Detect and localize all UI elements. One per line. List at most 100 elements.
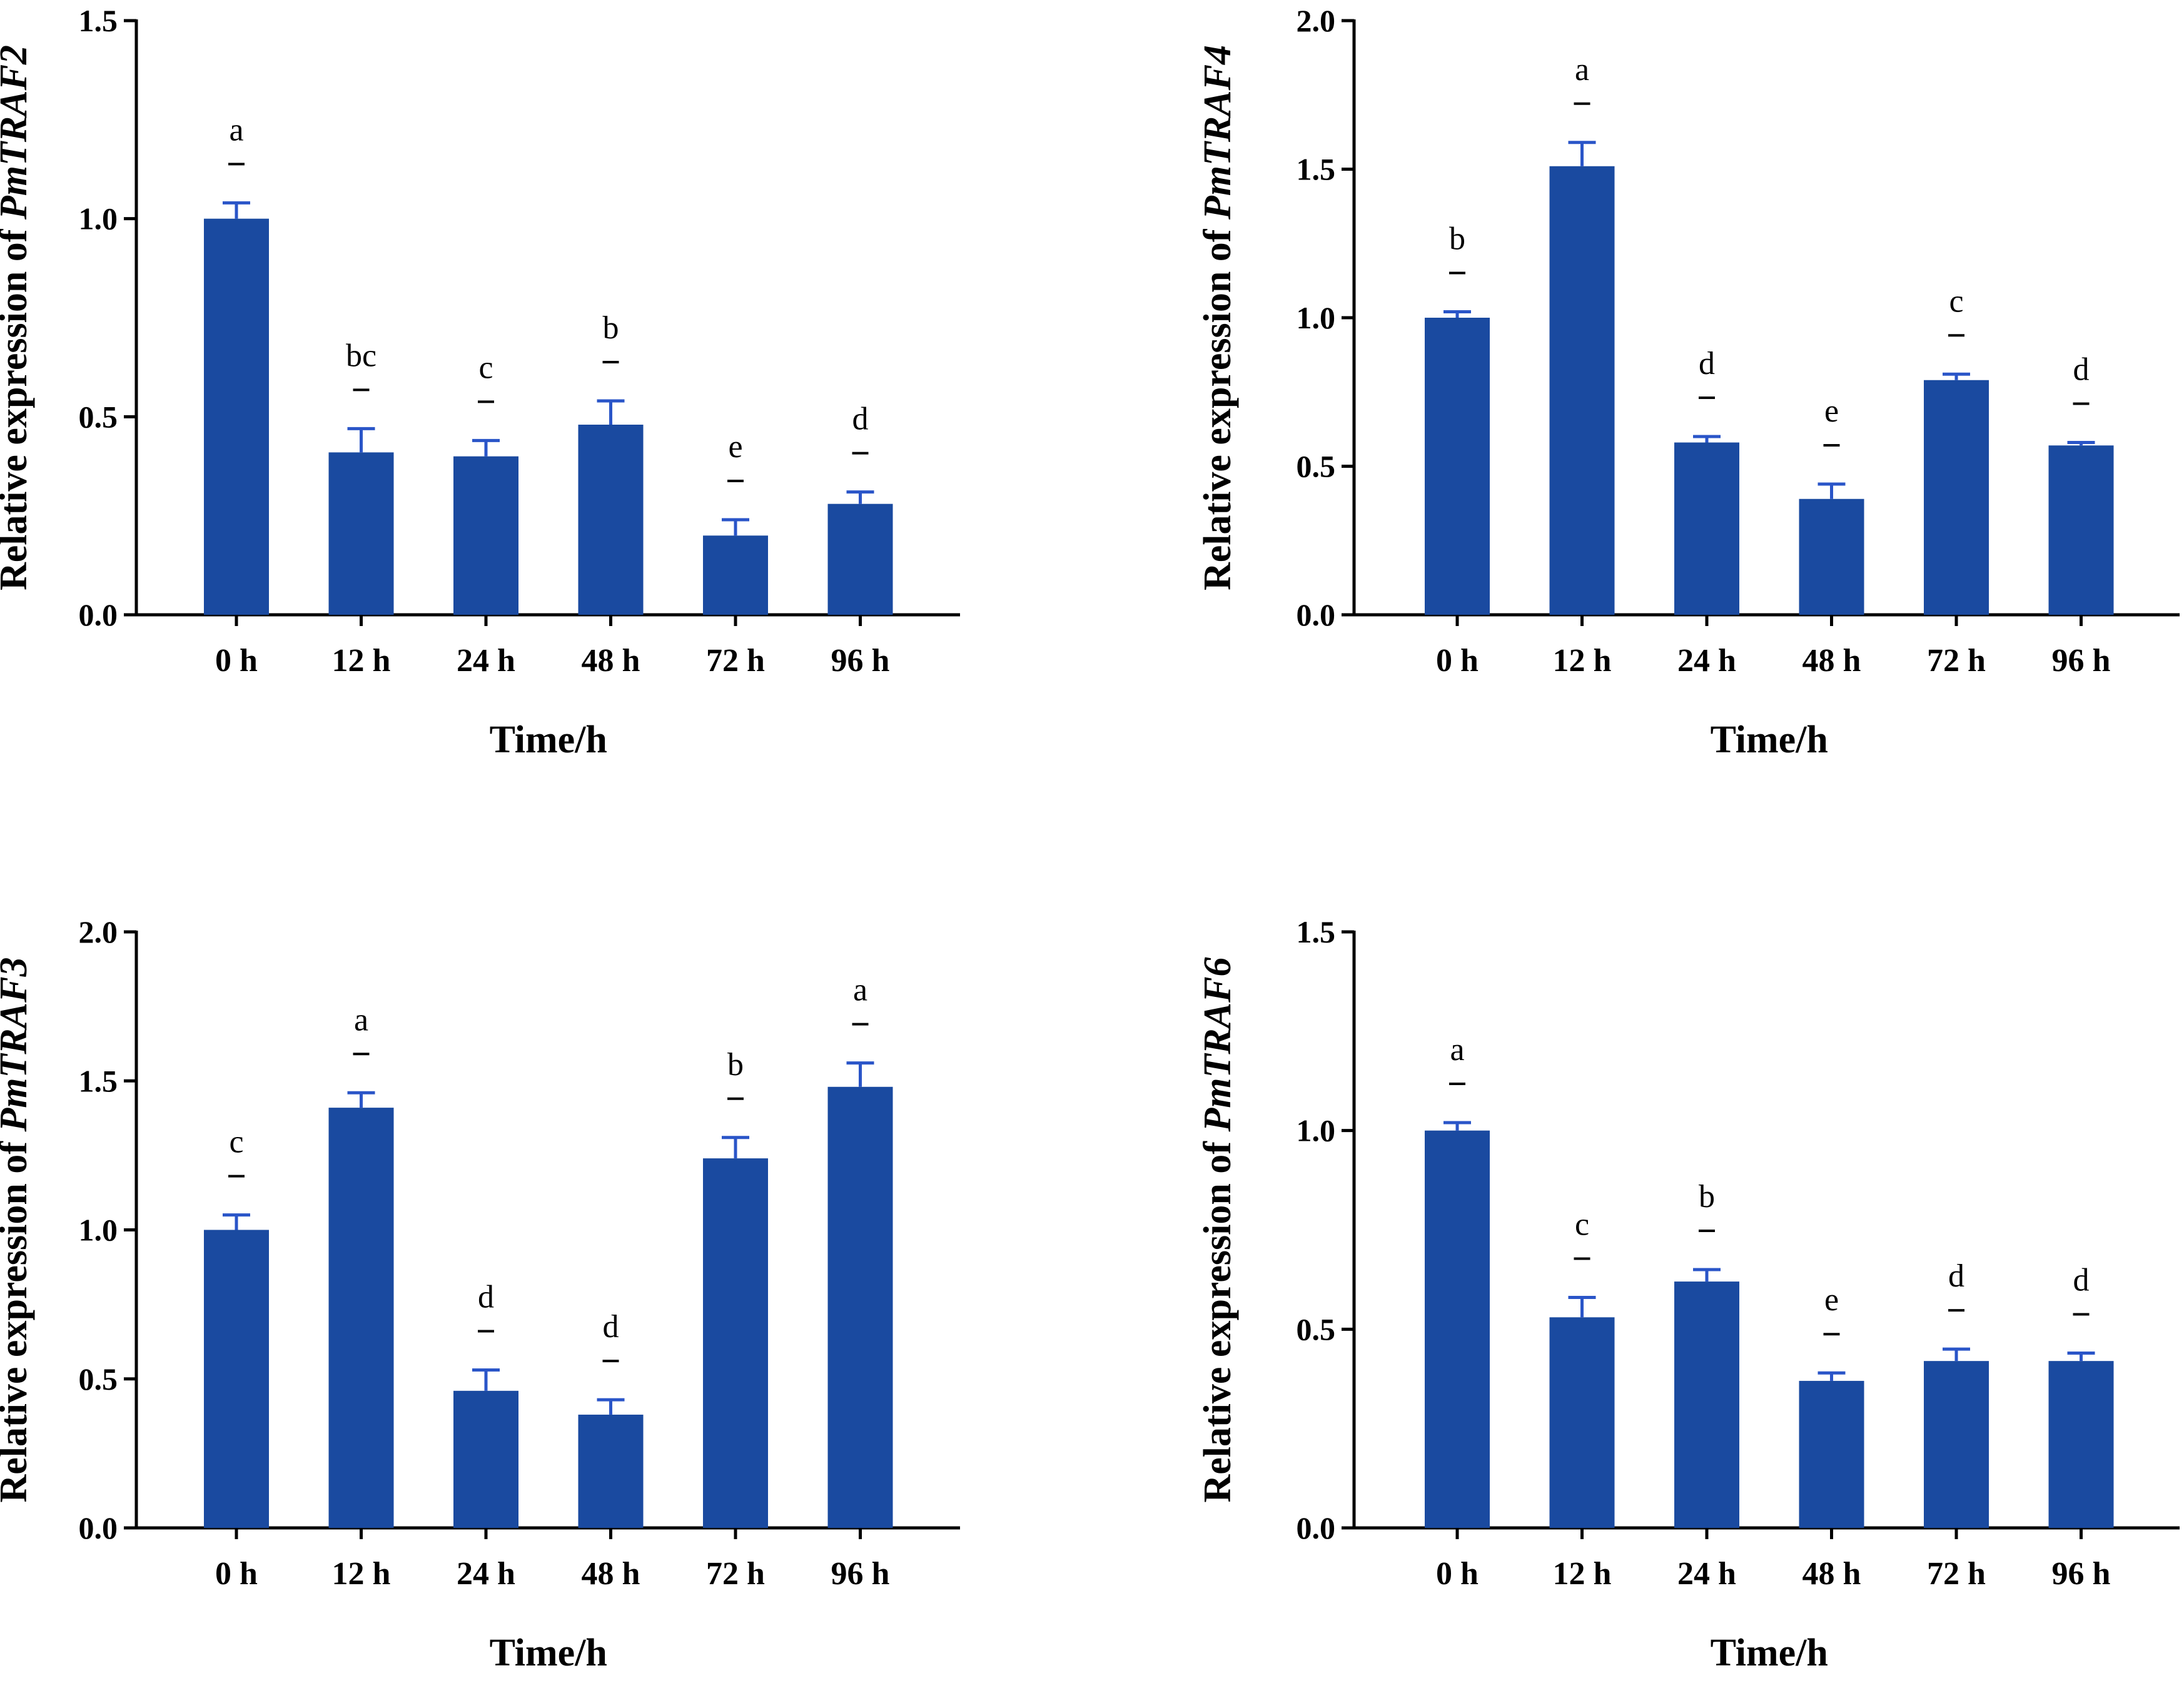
bar	[1425, 1130, 1490, 1528]
bar	[328, 452, 394, 615]
x-tick-label: 72 h	[1927, 1556, 1986, 1592]
x-tick-label: 12 h	[332, 643, 391, 679]
y-tick-label: 0.0	[79, 597, 118, 632]
chart-panel-pmtraf2: 0.0 0.5 1.0 1.5 0 h a 12 h bc 24 h c 48 h b 72 h e 96 …	[0, 3, 960, 761]
y-tick-label: 0.5	[79, 399, 118, 434]
x-tick-label: 24 h	[1677, 643, 1736, 679]
y-axis-title: Relative expression of PmTRAF3	[0, 958, 35, 1503]
bar	[453, 1390, 518, 1528]
significance-letter: a	[354, 1002, 368, 1038]
y-tick-label: 1.5	[79, 1063, 118, 1098]
significance-letter: b	[603, 310, 619, 346]
significance-letter: b	[1449, 221, 1465, 257]
significance-letter: c	[1949, 283, 1963, 319]
significance-letter: b	[727, 1047, 744, 1083]
y-tick-label: 0.0	[1297, 597, 1336, 632]
bar	[827, 1086, 893, 1528]
significance-letter: a	[1450, 1032, 1464, 1068]
y-tick-label: 1.0	[1297, 1113, 1336, 1148]
y-axis-title-gene: PmTRAF6	[1196, 958, 1239, 1133]
x-tick-label: 0 h	[1436, 643, 1479, 679]
y-axis-title: Relative expression of PmTRAF4	[1196, 45, 1239, 590]
y-tick-label: 2.0	[1297, 3, 1336, 38]
x-axis-title: Time/h	[1711, 1632, 1828, 1674]
significance-letter: d	[1699, 346, 1715, 382]
x-tick-label: 48 h	[1802, 1556, 1861, 1592]
x-tick-label: 24 h	[1677, 1556, 1736, 1592]
y-tick-label: 1.0	[1297, 300, 1336, 335]
y-axis-title-gene: PmTRAF3	[0, 958, 35, 1133]
bar	[453, 456, 518, 615]
bar	[1674, 1281, 1739, 1528]
significance-letter: a	[853, 973, 867, 1008]
y-tick-label: 1.5	[1297, 152, 1336, 187]
bar	[703, 1158, 768, 1528]
x-tick-label: 96 h	[831, 643, 890, 679]
x-tick-label: 72 h	[706, 643, 765, 679]
bar	[1924, 380, 1989, 615]
significance-letter: d	[478, 1279, 494, 1315]
significance-letter: e	[1824, 1282, 1839, 1318]
significance-letter: e	[1824, 393, 1839, 429]
bar	[703, 535, 768, 615]
significance-letter: c	[229, 1125, 243, 1160]
chart-panel-pmtraf6: 0.0 0.5 1.0 1.5 0 h a 12 h c 24 h b 48 h e 72 h d 96 h…	[1196, 914, 2180, 1674]
y-tick-label: 0.0	[79, 1510, 118, 1545]
significance-letter: d	[852, 402, 869, 437]
significance-letter: bc	[346, 338, 377, 373]
x-tick-label: 48 h	[582, 643, 640, 679]
y-axis-title-prefix: Relative expression of	[0, 220, 35, 590]
bar	[1924, 1361, 1989, 1528]
bar	[578, 425, 644, 615]
x-axis-title: Time/h	[490, 719, 607, 761]
x-tick-label: 12 h	[1553, 1556, 1612, 1592]
y-axis-title: Relative expression of PmTRAF6	[1196, 958, 1239, 1503]
y-tick-label: 0.5	[1297, 1312, 1336, 1347]
x-tick-label: 24 h	[457, 1556, 515, 1592]
x-tick-label: 12 h	[1553, 643, 1612, 679]
significance-letter: e	[728, 429, 742, 465]
y-tick-label: 1.5	[79, 3, 118, 38]
x-tick-label: 0 h	[215, 643, 258, 679]
bar	[1799, 1380, 1864, 1528]
significance-letter: c	[1575, 1207, 1589, 1243]
bar	[204, 1230, 269, 1528]
y-axis-title-prefix: Relative expression of	[1196, 220, 1239, 590]
significance-letter: d	[1948, 1258, 1964, 1294]
bar	[1674, 442, 1739, 615]
y-tick-label: 1.0	[79, 1213, 118, 1248]
y-tick-label: 2.0	[79, 914, 118, 949]
x-tick-label: 72 h	[706, 1556, 765, 1592]
bar	[2048, 1361, 2114, 1528]
y-tick-label: 0.5	[1297, 449, 1336, 484]
x-tick-label: 0 h	[1436, 1556, 1479, 1592]
x-tick-label: 0 h	[215, 1556, 258, 1592]
significance-letter: d	[2073, 1262, 2090, 1298]
bar	[328, 1108, 394, 1528]
x-tick-label: 48 h	[582, 1556, 640, 1592]
chart-panel-pmtraf3: 0.0 0.5 1.0 1.5 2.0 0 h c 12 h a 24 h d 48 h d 72 h b 9…	[0, 914, 960, 1674]
bar	[578, 1414, 644, 1528]
bar	[827, 503, 893, 615]
y-tick-label: 1.0	[79, 201, 118, 236]
bar	[204, 218, 269, 615]
y-axis-title: Relative expression of PmTRAF2	[0, 45, 35, 590]
bar	[1549, 166, 1615, 615]
significance-letter: c	[478, 350, 493, 385]
bar	[1799, 498, 1864, 615]
x-tick-label: 96 h	[2052, 1556, 2111, 1592]
x-tick-label: 96 h	[2052, 643, 2111, 679]
x-tick-label: 48 h	[1802, 643, 1861, 679]
y-tick-label: 1.5	[1297, 914, 1336, 949]
x-tick-label: 72 h	[1927, 643, 1986, 679]
significance-letter: d	[2073, 352, 2090, 388]
x-axis-title: Time/h	[1711, 719, 1828, 761]
bar	[1425, 318, 1490, 615]
y-axis-title-gene: PmTRAF2	[0, 45, 35, 220]
significance-letter: a	[1575, 52, 1589, 88]
significance-letter: d	[603, 1309, 619, 1345]
y-axis-title-prefix: Relative expression of	[1196, 1132, 1239, 1503]
x-tick-label: 24 h	[457, 643, 515, 679]
significance-letter: b	[1699, 1179, 1715, 1215]
